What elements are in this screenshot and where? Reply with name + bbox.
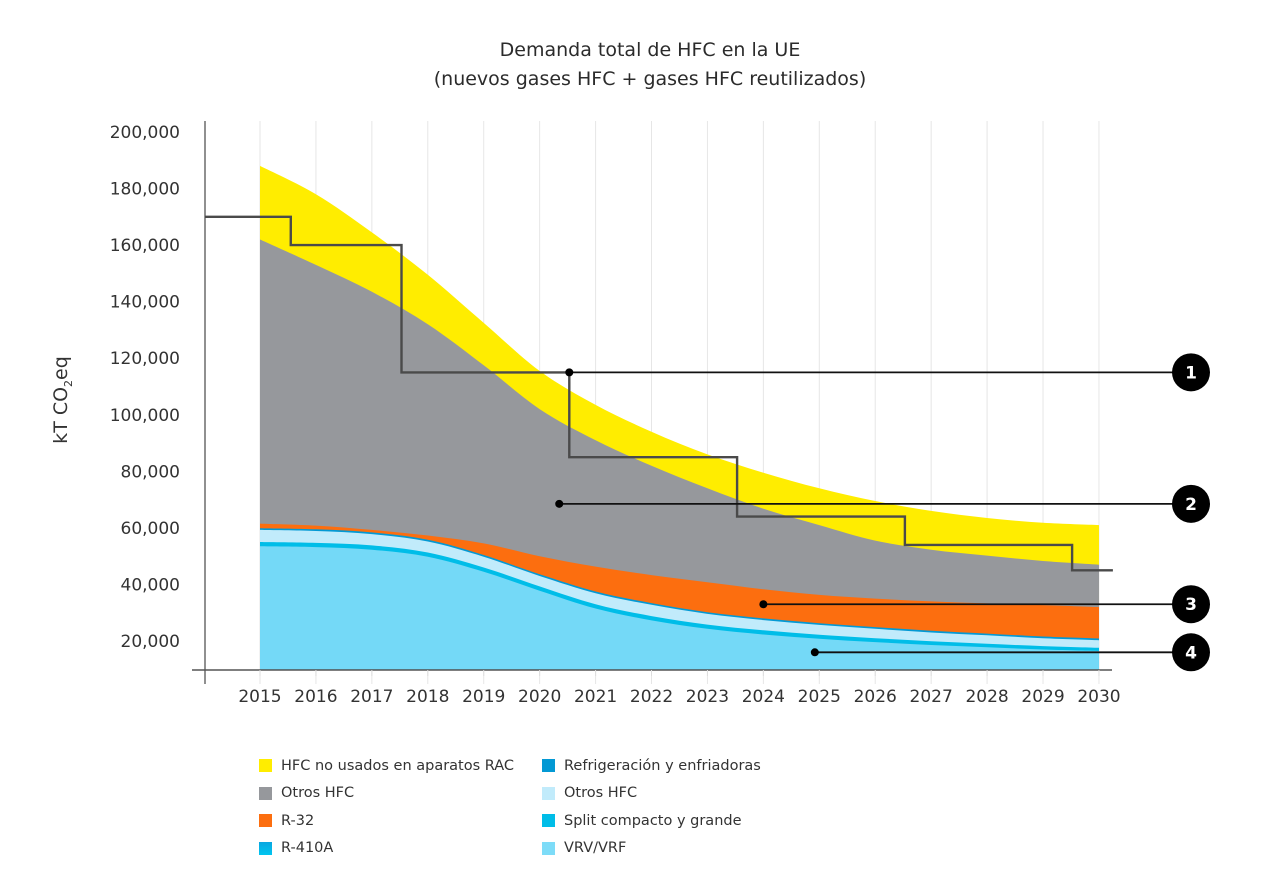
- legend-label: Refrigeración y enfriadoras: [564, 757, 761, 774]
- x-tick-label: 2015: [238, 687, 281, 707]
- legend-item: HFC no usados en aparatos RAC: [259, 752, 514, 780]
- x-tick-label: 2017: [350, 687, 393, 707]
- legend-item: Otros HFC: [259, 780, 514, 808]
- x-tick-label: 2016: [294, 687, 337, 707]
- y-tick-label: 200,000: [110, 123, 180, 143]
- callout-badge-2: [1172, 484, 1210, 523]
- callout-dot-4: [810, 648, 819, 657]
- y-tick-label: 160,000: [110, 236, 180, 256]
- chart-title: Demanda total de HFC en la UE (nuevos ga…: [0, 36, 1280, 94]
- legend-swatch: [259, 814, 272, 828]
- legend-swatch: [259, 786, 272, 800]
- y-tick-label: 20,000: [121, 632, 180, 652]
- legend-item: Refrigeración y enfriadoras: [542, 752, 761, 780]
- x-tick-label: 2024: [742, 687, 785, 707]
- x-tick-label: 2026: [854, 687, 897, 707]
- x-tick-label: 2025: [798, 687, 841, 707]
- callout-badge-3: [1172, 585, 1210, 624]
- x-tick-label: 2029: [1021, 687, 1064, 707]
- x-tick-label: 2028: [965, 687, 1008, 707]
- legend-swatch: [542, 786, 555, 800]
- legend-label: VRV/VRF: [564, 840, 627, 857]
- chart-subtitle: (nuevos gases HFC + gases HFC reutilizad…: [433, 68, 867, 90]
- x-tick-label: 2018: [406, 687, 449, 707]
- callout-number-3: 3: [1185, 595, 1197, 615]
- legend-swatch: [259, 759, 272, 773]
- y-tick-label: 120,000: [110, 349, 180, 369]
- legend-column-2: Refrigeración y enfriadoras Otros HFC Spli…: [542, 752, 761, 862]
- y-tick-label: 180,000: [110, 180, 180, 200]
- quota-step-path: [205, 215, 1113, 572]
- y-tick-label: 60,000: [121, 519, 180, 539]
- legend-item: Split compacto y grande: [542, 807, 761, 835]
- x-tick-label: 2019: [462, 687, 505, 707]
- y-tick-label: 100,000: [110, 406, 180, 426]
- legend-label: R-32: [281, 812, 315, 829]
- legend-label: Split compacto y grande: [564, 812, 742, 829]
- legend-item: Otros HFC: [542, 780, 761, 808]
- callout-number-2: 2: [1185, 495, 1197, 515]
- legend-swatch: [542, 814, 555, 828]
- x-tick-label: 2023: [686, 687, 729, 707]
- callout-dot-3: [759, 600, 768, 609]
- y-tick-label: 140,000: [110, 293, 180, 313]
- legend-swatch: [542, 841, 555, 855]
- callout-number-4: 4: [1185, 643, 1197, 663]
- callouts: 1 2 3 4: [555, 353, 1210, 672]
- callout-dot-1: [565, 368, 574, 377]
- x-tick-label: 2021: [574, 687, 617, 707]
- y-tick-label: 80,000: [121, 462, 180, 482]
- chart-title-line1: Demanda total de HFC en la UE: [499, 39, 801, 61]
- legend-label: Otros HFC: [281, 785, 355, 802]
- x-tick-label: 2030: [1077, 687, 1120, 707]
- x-tick-label: 2022: [630, 687, 673, 707]
- legend-label: Otros HFC: [564, 785, 638, 802]
- x-tick-label: 2020: [518, 687, 561, 707]
- legend-column-1: HFC no usados en aparatos RAC Otros HFC R-…: [259, 752, 514, 862]
- area-series: [260, 165, 1099, 670]
- callout-number-1: 1: [1185, 363, 1197, 383]
- legend-item: R-32: [259, 807, 514, 835]
- callout-dot-2: [555, 499, 564, 508]
- legend-item: VRV/VRF: [542, 835, 761, 863]
- callout-badge-4: [1172, 633, 1210, 672]
- legend-label: R-410A: [281, 840, 334, 857]
- legend-item: R-410A: [259, 835, 514, 863]
- y-tick-labels: 20,000 40,000 60,000 80,000 100,000 120,000 14…: [110, 123, 180, 652]
- callout-badge-1: [1172, 353, 1210, 392]
- legend-swatch: [542, 759, 555, 773]
- legend-label: HFC no usados en aparatos RAC: [281, 757, 515, 774]
- x-tick-label: 2027: [910, 687, 953, 707]
- y-axis-label: kT CO2eq: [50, 356, 75, 444]
- quota-step-line: [205, 215, 1113, 572]
- area-vrv-vrf: [260, 546, 1099, 670]
- legend-swatch: [259, 841, 272, 855]
- x-tick-labels: 2015 2016 2017 2018 2019 2020 2021 2022 2023 2024…: [238, 670, 1121, 707]
- y-tick-label: 40,000: [121, 575, 180, 595]
